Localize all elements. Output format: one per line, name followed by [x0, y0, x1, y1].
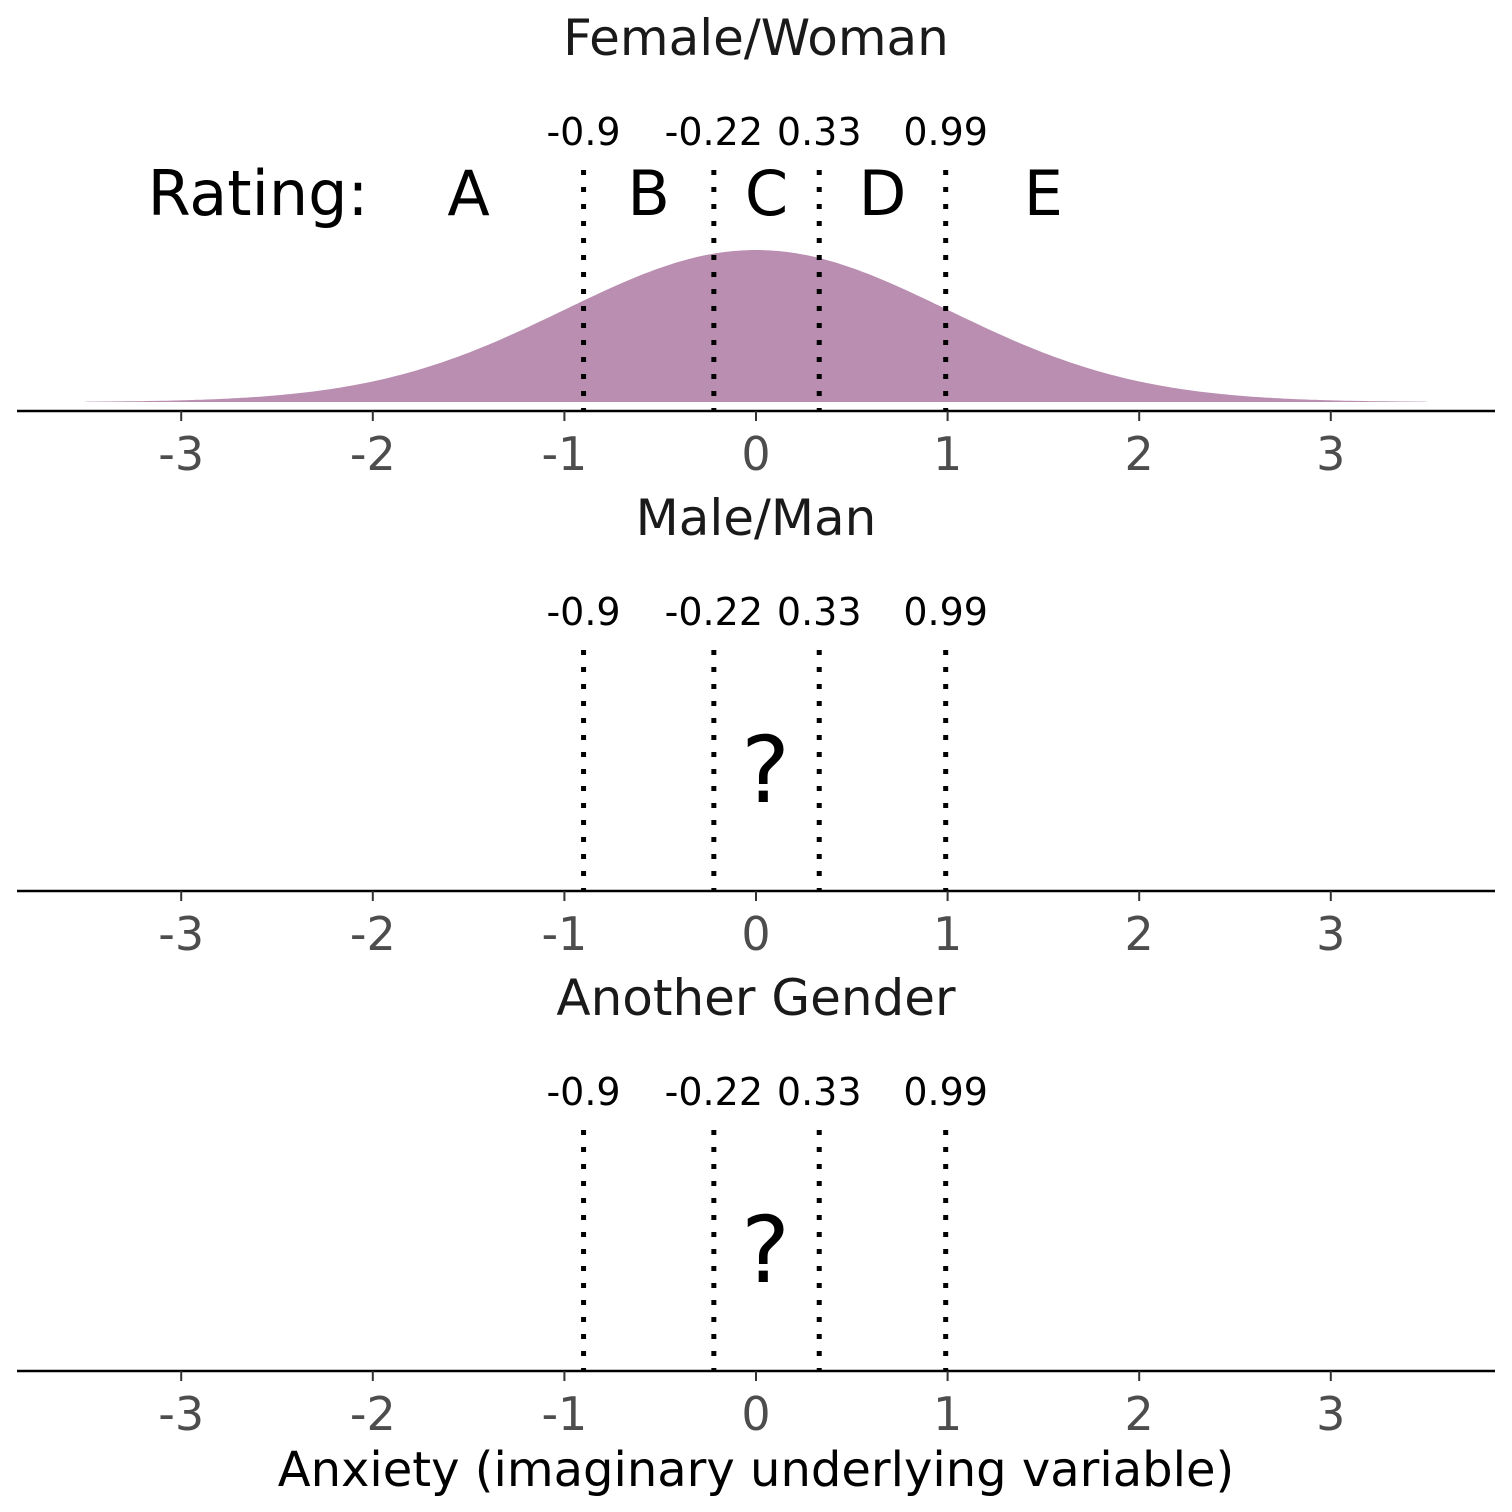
threshold-label: 0.99 [903, 110, 988, 154]
threshold-label: 0.99 [903, 1070, 988, 1114]
panel-title: Male/Man [636, 489, 877, 547]
threshold-label: 0.99 [903, 590, 988, 634]
panels: Female/Woman Rating: A B C D E -0.9 -0.22 0.33 0.9… [17, 9, 1495, 1441]
threshold-label: -0.9 [546, 110, 620, 154]
x-tick-label: -1 [541, 907, 587, 961]
x-tick-label: 0 [741, 427, 770, 481]
category-label: E [1024, 157, 1063, 230]
threshold-label: -0.9 [546, 590, 620, 634]
x-tick-label: 0 [741, 907, 770, 961]
x-tick-label: -2 [350, 1387, 396, 1441]
threshold-label: -0.22 [665, 110, 763, 154]
x-tick-label: -2 [350, 427, 396, 481]
panel-title: Female/Woman [563, 9, 949, 67]
category-label: A [447, 157, 489, 230]
panel: Male/Man -0.9 -0.22 0.33 0.99? -3 -2 -1 0 1 2 3 [17, 489, 1495, 961]
threshold-label: -0.22 [665, 1070, 763, 1114]
category-label: B [627, 157, 670, 230]
x-tick-label: -3 [158, 1387, 204, 1441]
x-tick-label: -1 [541, 427, 587, 481]
category-label: C [745, 157, 788, 230]
unknown-marker: ? [741, 1197, 790, 1304]
x-tick-label: -3 [158, 907, 204, 961]
x-tick-label: 1 [933, 907, 962, 961]
panel: Female/Woman Rating: A B C D E -0.9 -0.22 0.33 0.9… [17, 9, 1495, 481]
x-tick-label: 2 [1125, 1387, 1154, 1441]
x-tick-label: 0 [741, 1387, 770, 1441]
x-tick-label: 2 [1125, 907, 1154, 961]
x-axis-title: Anxiety (imaginary underlying variable) [278, 1442, 1234, 1498]
x-tick-label: 3 [1316, 907, 1345, 961]
x-tick-label: 1 [933, 1387, 962, 1441]
unknown-marker: ? [741, 717, 790, 824]
x-tick-label: 3 [1316, 427, 1345, 481]
threshold-label: 0.33 [777, 590, 862, 634]
threshold-label: 0.33 [777, 110, 862, 154]
x-tick-label: 1 [933, 427, 962, 481]
category-label: D [859, 157, 907, 230]
threshold-label: -0.9 [546, 1070, 620, 1114]
panel-title: Another Gender [556, 969, 956, 1027]
threshold-label: -0.22 [665, 590, 763, 634]
x-tick-label: -3 [158, 427, 204, 481]
x-tick-label: -1 [541, 1387, 587, 1441]
density-area [85, 250, 1427, 402]
threshold-label: 0.33 [777, 1070, 862, 1114]
rating-label: Rating: [148, 157, 369, 230]
x-tick-label: -2 [350, 907, 396, 961]
x-tick-label: 2 [1125, 427, 1154, 481]
panel: Another Gender -0.9 -0.22 0.33 0.99? -3 -2 -1 0 1… [17, 969, 1495, 1441]
x-tick-label: 3 [1316, 1387, 1345, 1441]
